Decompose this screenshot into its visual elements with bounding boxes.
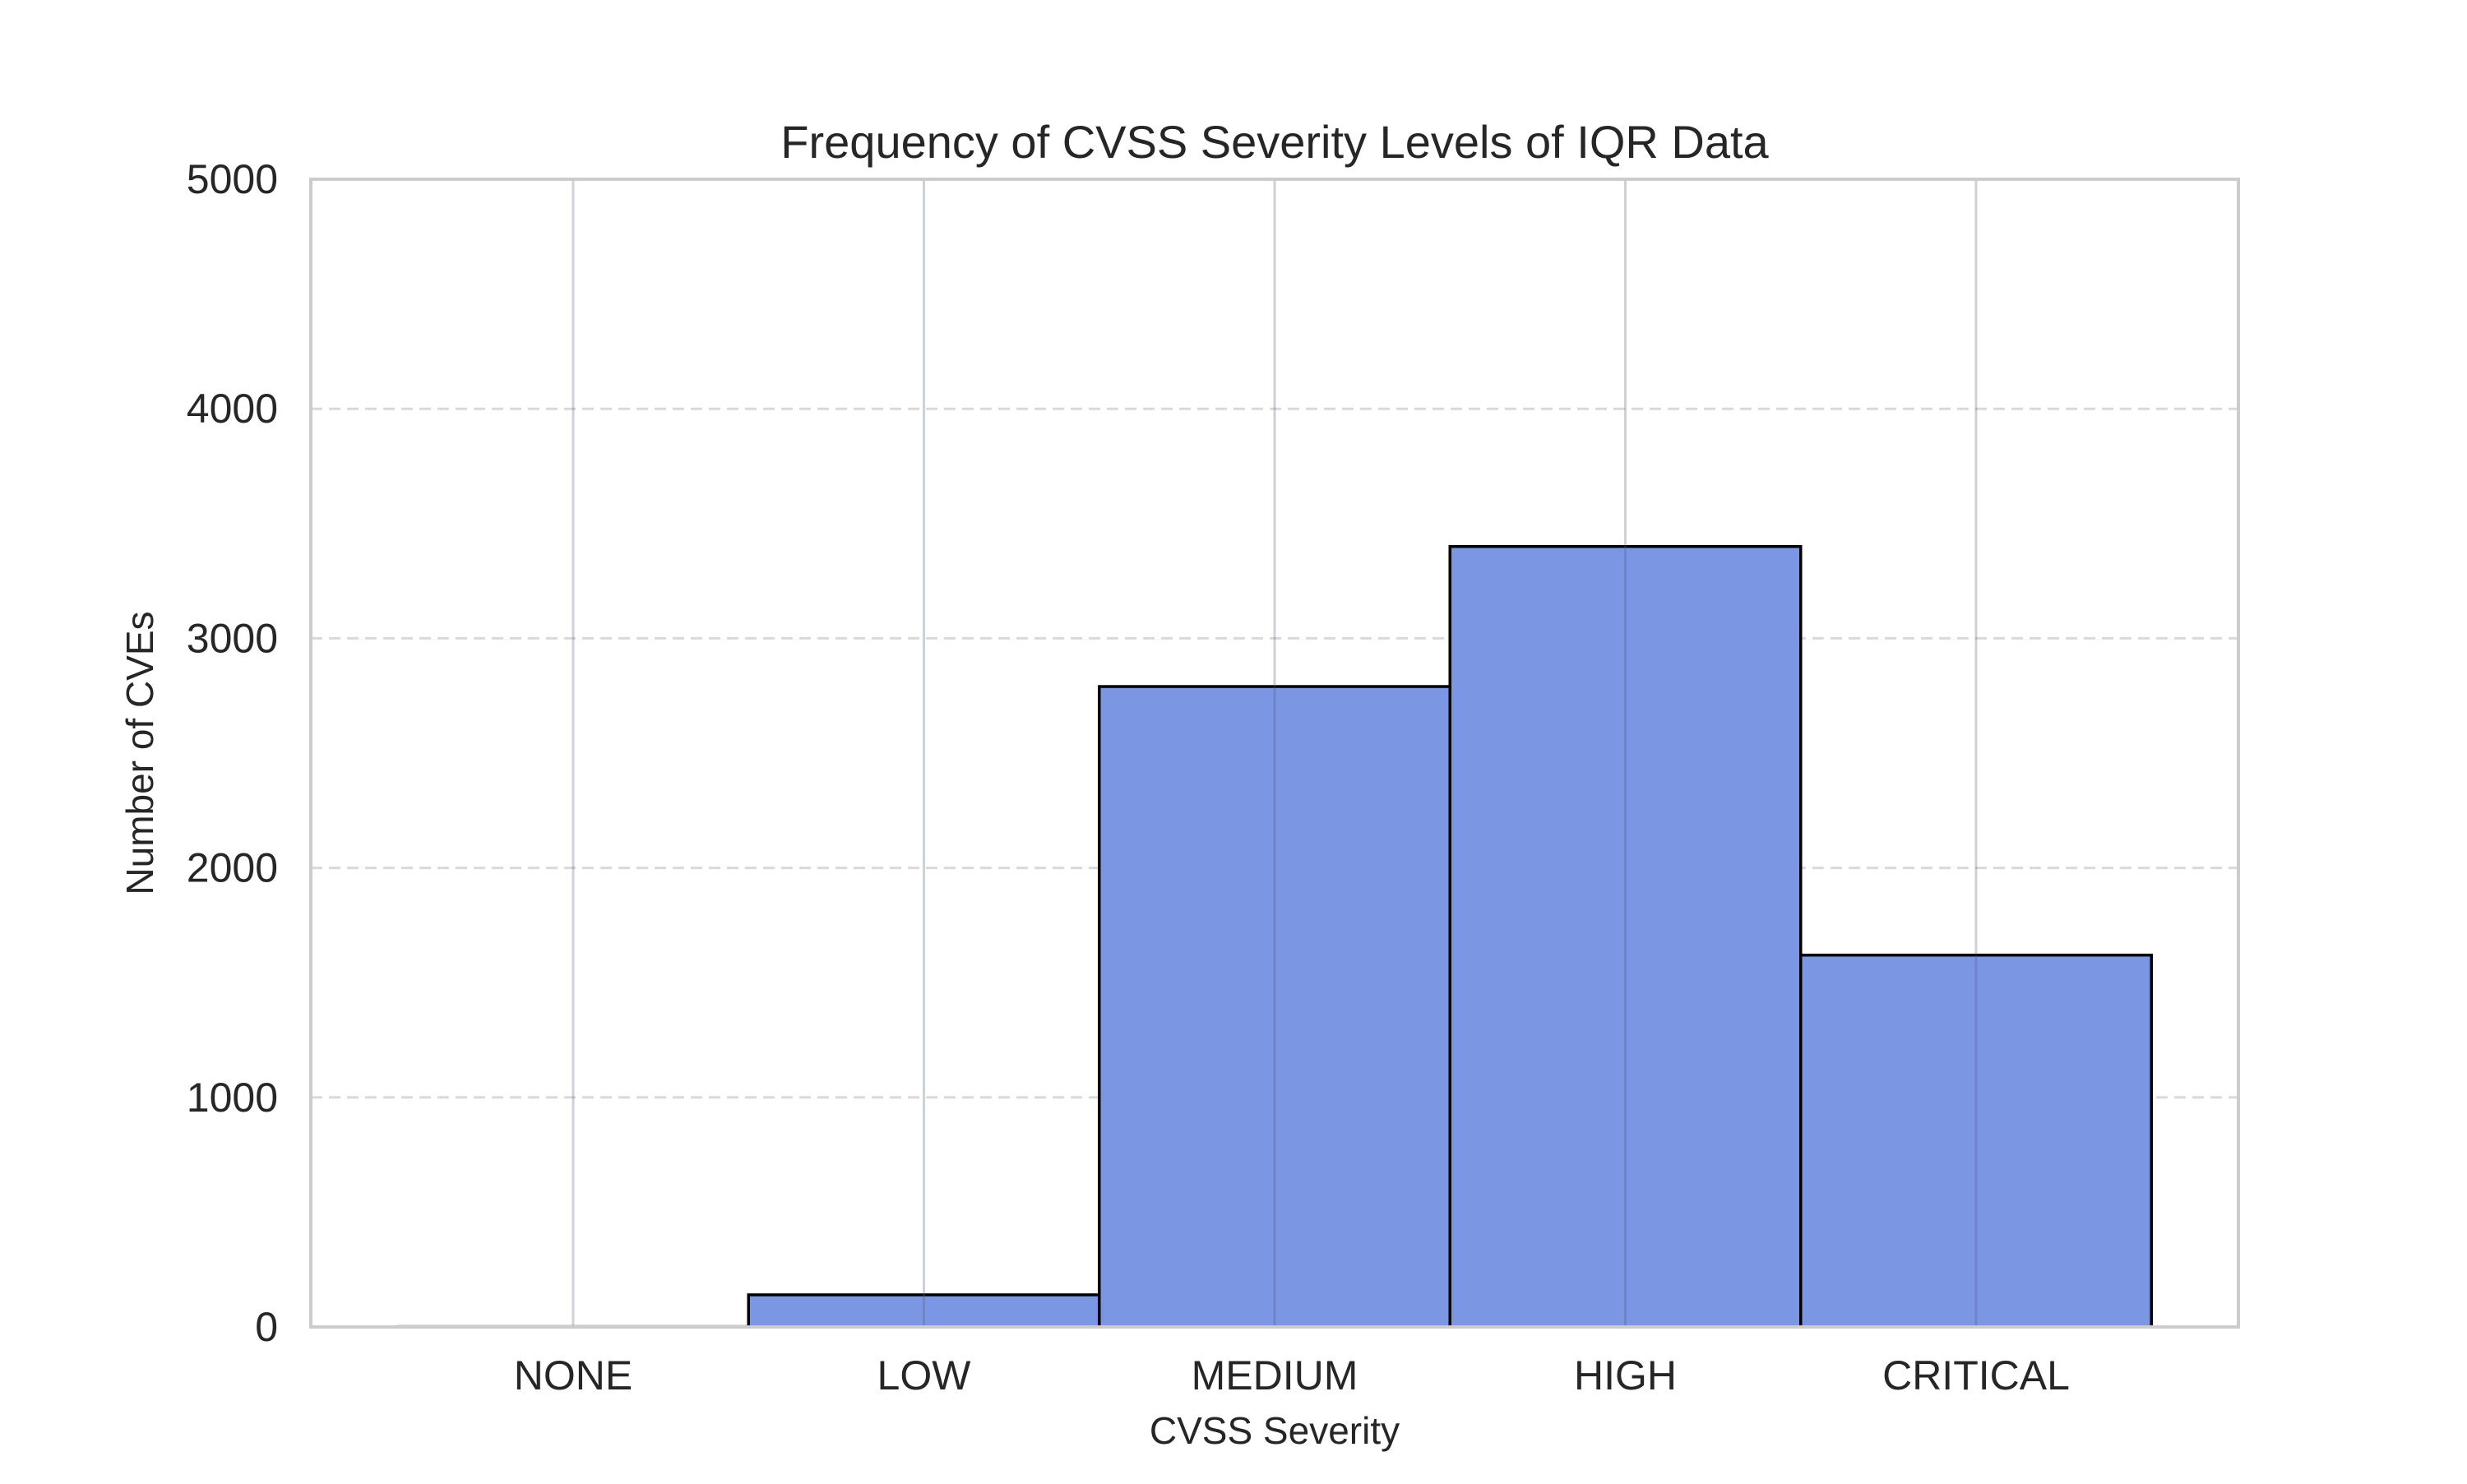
bar-medium — [1098, 685, 1451, 1329]
y-tick-label: 5000 — [187, 156, 278, 202]
bar-high — [1448, 544, 1803, 1329]
x-tick-label: HIGH — [1574, 1352, 1677, 1398]
chart-title: Frequency of CVSS Severity Levels of IQR… — [780, 116, 1769, 168]
x-tick-labels: NONE LOW MEDIUM HIGH CRITICAL — [514, 1352, 2070, 1398]
y-axis-label: Number of CVEs — [118, 611, 161, 895]
y-tick-label: 1000 — [187, 1075, 278, 1121]
x-tick-label: CRITICAL — [1882, 1352, 2070, 1398]
y-tick-label: 0 — [255, 1304, 278, 1350]
x-tick-label: MEDIUM — [1192, 1352, 1358, 1398]
y-tick-label: 3000 — [187, 615, 278, 661]
vertical-grid-overlay — [572, 179, 1978, 1327]
x-tick-label: NONE — [514, 1352, 632, 1398]
bar-low — [747, 1293, 1101, 1329]
y-tick-label: 2000 — [187, 845, 278, 891]
x-axis-label: CVSS Severity — [1150, 1409, 1400, 1452]
y-tick-label: 4000 — [187, 386, 278, 432]
bars-layer — [397, 544, 2153, 1329]
bar-critical — [1799, 953, 2153, 1329]
plot-frame — [309, 178, 2240, 1329]
y-tick-labels: 0 1000 2000 3000 4000 5000 — [187, 156, 278, 1350]
x-tick-label: LOW — [877, 1352, 972, 1398]
